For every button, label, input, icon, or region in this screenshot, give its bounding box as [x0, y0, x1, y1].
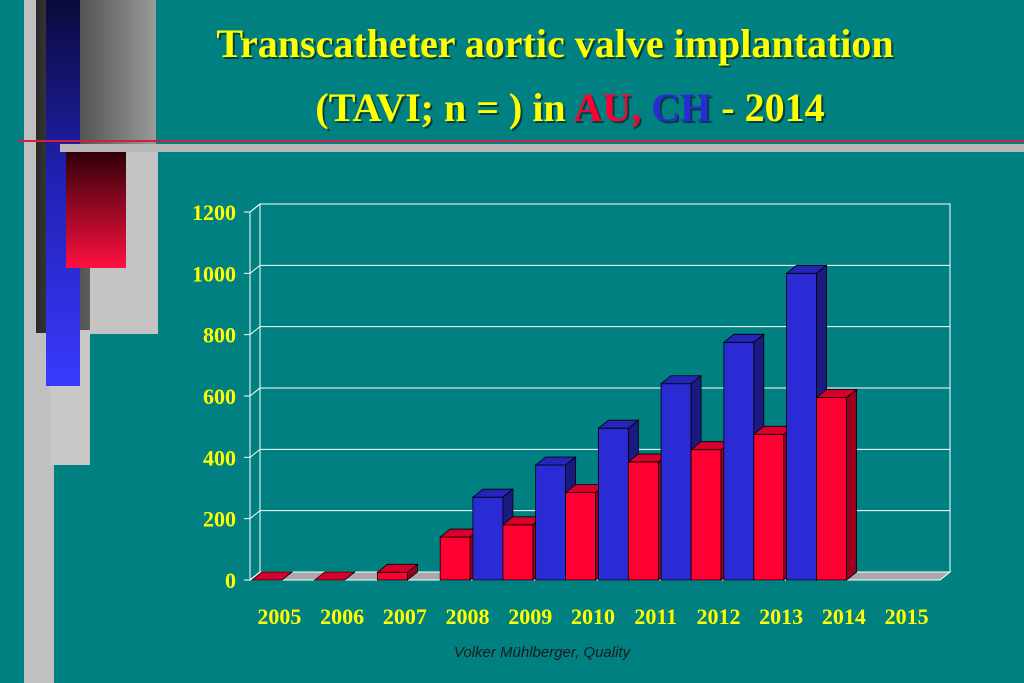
x-tick-label: 2005	[257, 604, 301, 629]
title-prefix: (TAVI; n = ) in	[315, 85, 574, 130]
deco-divider-gray	[60, 144, 1024, 152]
bar-au-2014-side	[846, 388, 857, 581]
y-tick-label: 800	[203, 323, 236, 348]
gridline-side	[249, 448, 261, 458]
bar-au-2014	[816, 397, 847, 581]
y-tick-label: 200	[203, 507, 236, 532]
bar-ch-2009	[472, 496, 504, 581]
title-suffix: - 2014	[711, 85, 825, 130]
bar-au-2013	[753, 433, 785, 581]
gridline-side	[249, 264, 261, 274]
bar-ch-2012	[660, 383, 692, 581]
gridline-side	[249, 326, 261, 336]
gridline-side	[249, 510, 261, 520]
x-tick-label: 2007	[383, 604, 427, 629]
bar-ch-2011	[597, 427, 629, 581]
bar-au-2010	[565, 492, 597, 581]
x-tick-label: 2015	[885, 604, 929, 629]
bar-au-2007-side	[407, 563, 418, 581]
y-tick-label: 0	[225, 568, 236, 593]
gridline-side	[249, 387, 261, 397]
footer-credit: Volker Mühlberger, Quality	[453, 644, 631, 661]
x-tick-label: 2013	[759, 604, 803, 629]
bar-au-2005-side	[281, 571, 293, 581]
x-tick-label: 2010	[571, 604, 615, 629]
title-au: AU,	[573, 85, 642, 130]
deco-divider-red	[18, 140, 1024, 142]
x-tick-label: 2006	[320, 604, 364, 629]
x-tick-label: 2008	[446, 604, 490, 629]
page-title-line1: Transcatheter aortic valve implantation	[216, 21, 894, 66]
bar-au-2007	[377, 571, 408, 581]
y-tick-label: 600	[203, 384, 236, 409]
x-tick-label: 2012	[696, 604, 740, 629]
bar-au-2008	[439, 536, 471, 581]
bar-au-2011	[627, 461, 659, 581]
y-tick-label: 400	[203, 445, 236, 470]
bar-ch-2010	[535, 464, 567, 581]
x-tick-label: 2014	[822, 604, 866, 629]
gridline-side	[249, 571, 261, 581]
x-tick-label: 2009	[508, 604, 552, 629]
page-title-line2: (TAVI; n = ) in AU, CH - 2014	[140, 84, 1000, 131]
y-tick-label: 1200	[192, 200, 236, 225]
bar-ch-2014	[786, 272, 817, 581]
y-tick-label: 1000	[192, 261, 236, 286]
gridline-side	[249, 203, 261, 213]
x-tick-label: 2011	[634, 604, 677, 629]
title-ch: CH	[651, 85, 712, 130]
bar-au-2006-side	[344, 571, 355, 581]
deco-bar-red	[66, 152, 126, 268]
bar-au-2009	[502, 524, 534, 581]
bar-au-2012	[690, 449, 722, 581]
bar-ch-2013	[723, 341, 755, 581]
